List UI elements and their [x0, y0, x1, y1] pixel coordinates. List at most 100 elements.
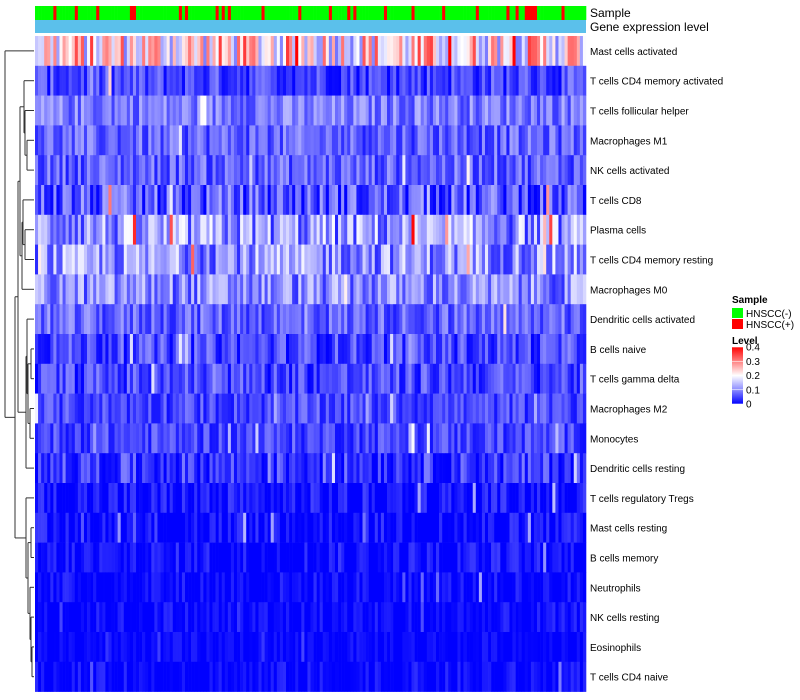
heatmap-cell: [322, 214, 327, 245]
heatmap-cell: [524, 95, 529, 126]
heatmap-cell: [203, 185, 207, 216]
heatmap-cell: [123, 512, 128, 543]
heatmap-cell: [359, 185, 363, 216]
heatmap-cell: [230, 304, 235, 335]
heatmap-cell: [500, 423, 504, 454]
heatmap-cell: [341, 244, 345, 275]
heatmap-cell: [521, 453, 526, 484]
heatmap-cell: [151, 661, 155, 692]
heatmap-cell: [132, 95, 137, 126]
heatmap-cell: [371, 125, 376, 156]
heatmap-cell: [408, 334, 412, 365]
heatmap-cell: [567, 512, 571, 543]
heatmap-cell: [579, 274, 584, 305]
heatmap-cell: [515, 512, 519, 543]
heatmap-cell: [491, 363, 495, 394]
heatmap-cell: [408, 65, 412, 96]
heatmap-cell: [497, 602, 501, 633]
heatmap-cell: [573, 304, 578, 335]
heatmap-cell: [212, 65, 216, 96]
heatmap-cell: [243, 542, 247, 573]
heatmap-cell: [62, 304, 66, 335]
sample-annotation-cell: [298, 6, 302, 20]
heatmap-cell: [246, 334, 250, 365]
heatmap-cell: [90, 453, 94, 484]
heatmap-cell: [129, 483, 134, 514]
heatmap-cell: [512, 274, 516, 305]
heatmap-cell: [506, 632, 510, 663]
heatmap-cell: [175, 661, 180, 692]
heatmap-cell: [396, 572, 400, 603]
heatmap-cell: [582, 65, 587, 96]
heatmap-cell: [549, 65, 553, 96]
heatmap-cell: [500, 334, 504, 365]
heatmap-cell: [393, 244, 397, 275]
heatmap-cell: [576, 512, 581, 543]
heatmap-cell: [111, 453, 115, 484]
heatmap-cell: [426, 125, 431, 156]
heatmap-cell: [181, 512, 186, 543]
sample-annotation-cell: [448, 6, 452, 20]
heatmap-cell: [157, 363, 161, 394]
heatmap-cell: [564, 36, 568, 67]
heatmap-cell: [93, 423, 97, 454]
heatmap-cell: [142, 125, 146, 156]
heatmap-cell: [408, 36, 412, 67]
heatmap-cell: [270, 423, 275, 454]
heatmap-cell: [154, 155, 158, 186]
heatmap-cell: [157, 125, 161, 156]
heatmap-cell: [316, 155, 320, 186]
heatmap-cell: [209, 423, 213, 454]
sample-annotation-cell: [169, 6, 174, 20]
heatmap-cell: [341, 632, 345, 663]
heatmap-cell: [276, 602, 281, 633]
heatmap-cell: [472, 602, 477, 633]
heatmap-cell: [325, 274, 330, 305]
heatmap-cell: [218, 423, 223, 454]
heatmap-cell: [432, 95, 437, 126]
heatmap-cell: [240, 214, 244, 245]
heatmap-cell: [233, 244, 238, 275]
heatmap-cell: [56, 512, 60, 543]
heatmap-cell: [537, 65, 541, 96]
heatmap-cell: [451, 572, 455, 603]
heatmap-cell: [148, 304, 152, 335]
heatmap-cell: [261, 483, 265, 514]
heatmap-cell: [414, 423, 418, 454]
heatmap-cell: [139, 661, 143, 692]
legend-hnscc-pos-label: HNSCC(+): [746, 320, 794, 331]
heatmap-cell: [252, 125, 256, 156]
heatmap-cell: [540, 542, 544, 573]
heatmap-cell: [292, 304, 296, 335]
heatmap-cell: [362, 602, 366, 633]
heatmap-cell: [68, 244, 73, 275]
heatmap-cell: [282, 155, 287, 186]
heatmap-cell: [411, 423, 415, 454]
heatmap-cell: [240, 661, 244, 692]
heatmap-cell: [212, 572, 216, 603]
heatmap-cell: [47, 244, 51, 275]
heatmap-cell: [249, 542, 253, 573]
heatmap-cell: [212, 185, 216, 216]
heatmap-cell: [561, 36, 565, 67]
heatmap-cell: [264, 185, 268, 216]
heatmap-cell: [227, 95, 232, 126]
heatmap-cell: [442, 661, 446, 692]
heatmap-cell: [99, 244, 103, 275]
heatmap-cell: [445, 483, 449, 514]
heatmap-cell: [44, 661, 48, 692]
heatmap-cell: [481, 185, 486, 216]
heatmap-cell: [117, 244, 122, 275]
heatmap-cell: [105, 512, 109, 543]
heatmap-cell: [387, 512, 391, 543]
heatmap-cell: [59, 185, 63, 216]
heatmap-cell: [341, 274, 345, 305]
heatmap-cell: [561, 632, 565, 663]
heatmap-cell: [68, 214, 73, 245]
heatmap-cell: [466, 185, 470, 216]
heatmap-cell: [417, 36, 421, 67]
heatmap-cell: [527, 65, 532, 96]
heatmap-cell: [567, 483, 571, 514]
heatmap-cell: [282, 632, 287, 663]
heatmap-cell: [527, 572, 532, 603]
